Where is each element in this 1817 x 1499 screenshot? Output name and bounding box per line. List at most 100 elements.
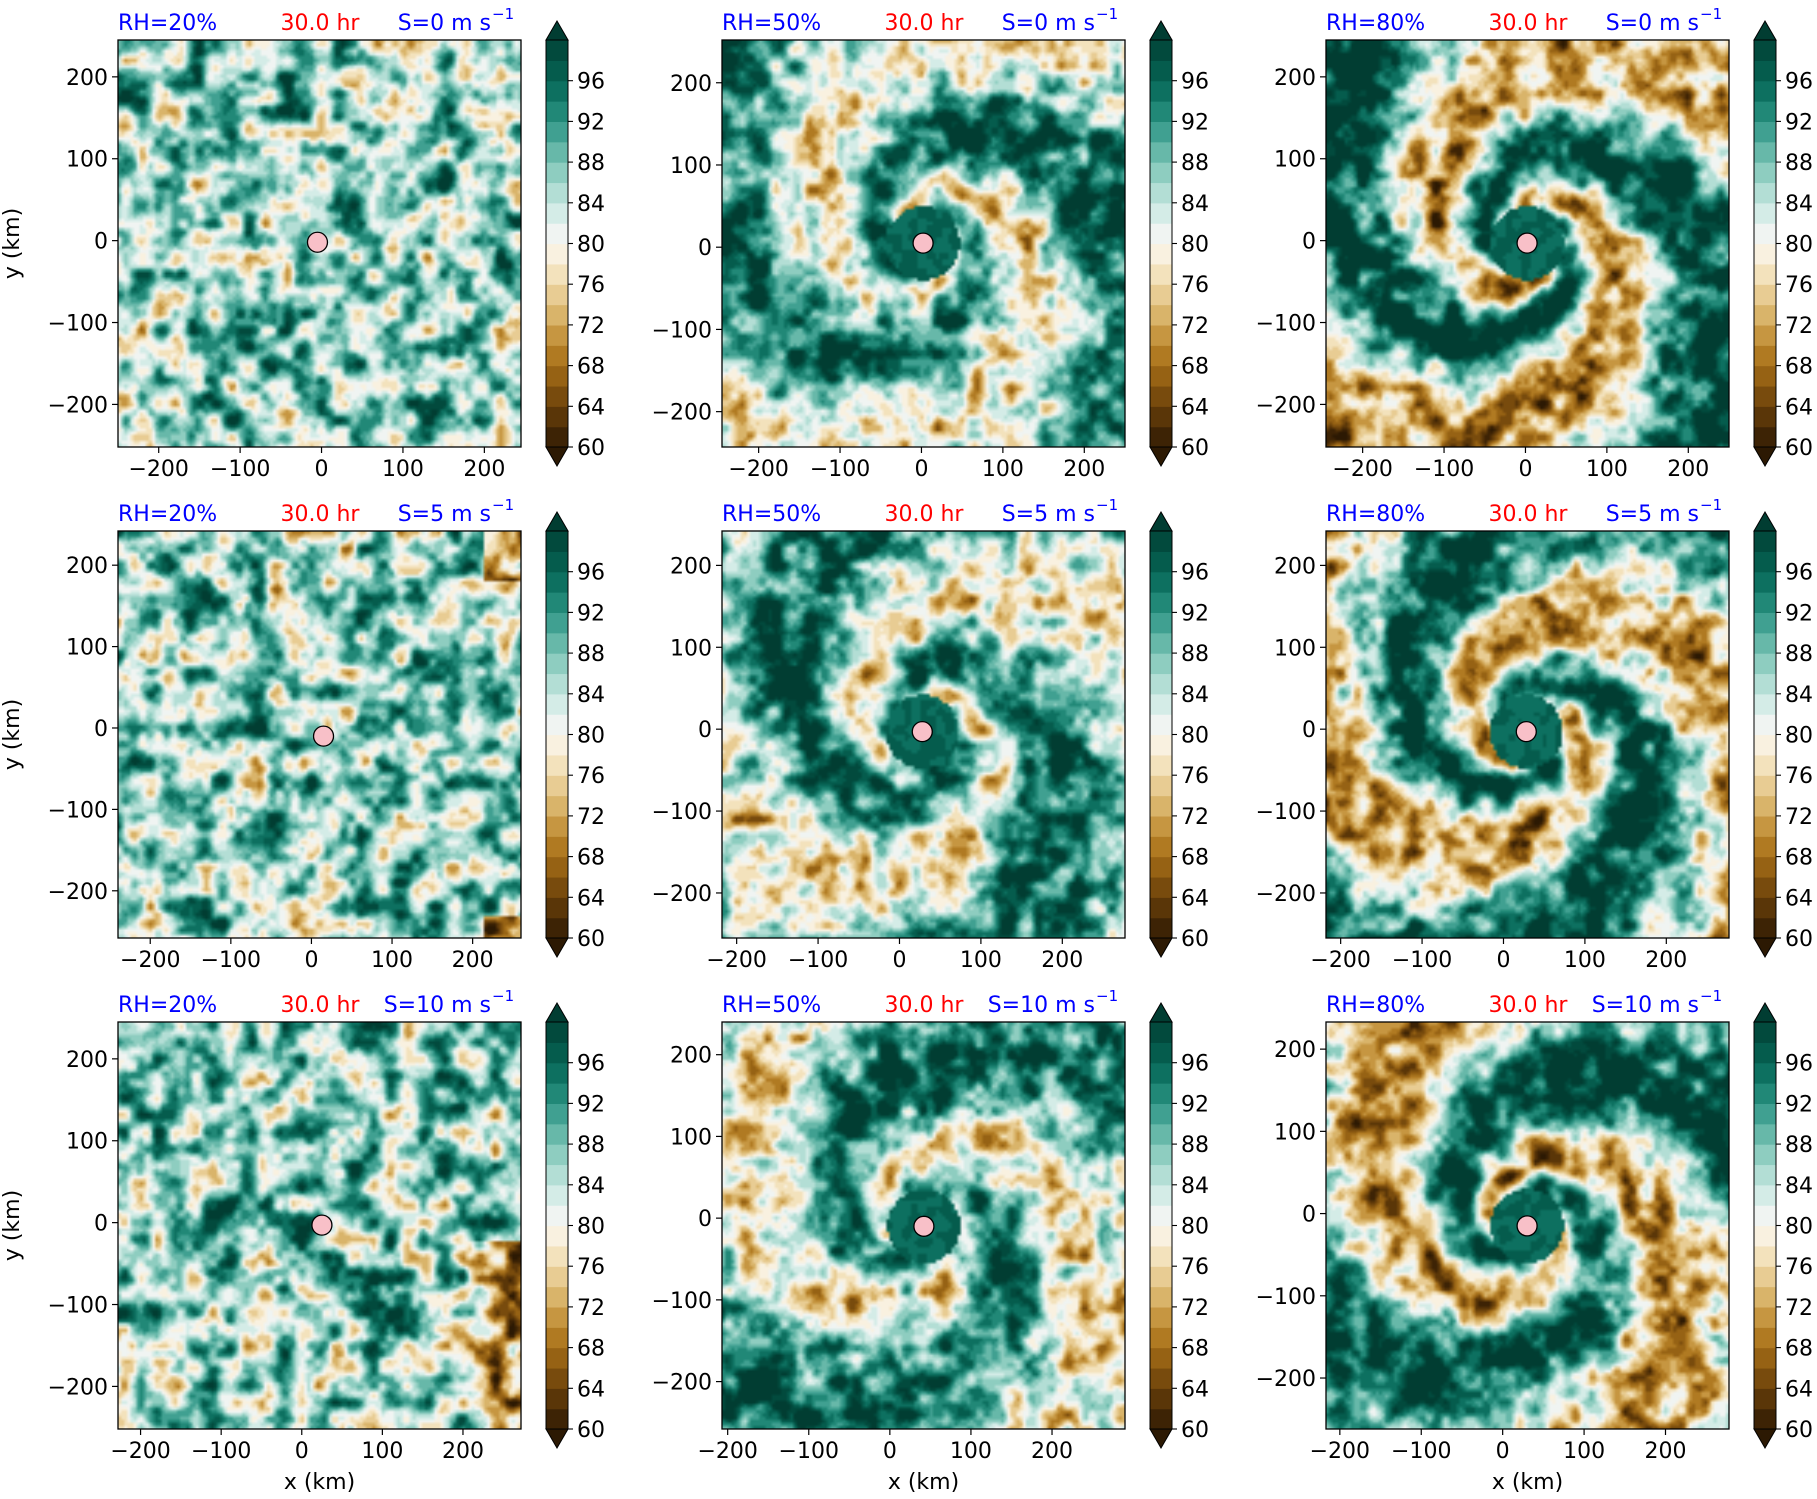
colorbar-segment: [1754, 836, 1776, 858]
colorbar-tick-label: 96: [1181, 1052, 1209, 1077]
colorbar: 60 64 68 72 76 80 84 88 92 96: [545, 511, 605, 958]
colorbar-tick-label: 80: [1785, 724, 1813, 749]
colorbar-segment: [1150, 1225, 1172, 1247]
colorbar-tick-label: 92: [577, 601, 605, 626]
colorbar-extend-min: [1753, 1428, 1777, 1449]
colorbar-tick-label: 72: [1181, 805, 1209, 830]
colorbar-segment: [1150, 365, 1172, 387]
colorbar-segment: [1150, 1286, 1172, 1308]
colorbar-segment: [1754, 917, 1776, 939]
x-tick-label: 0: [1518, 457, 1532, 482]
colorbar-segment: [546, 775, 568, 797]
colorbar-tick-label: 68: [577, 846, 605, 871]
colorbar-tick-label: 76: [1181, 273, 1209, 298]
y-tick-label: 100: [1274, 148, 1316, 173]
rh-label: RH=50%: [722, 11, 821, 36]
colorbar-segment: [1150, 60, 1172, 82]
colorbar-segment: [1150, 632, 1172, 654]
colorbar-tick-label: 88: [1181, 151, 1209, 176]
colorbar-extend-max: [1149, 511, 1173, 532]
colorbar-segment: [1150, 551, 1172, 573]
colorbar-segment: [1150, 673, 1172, 695]
storm-center-marker: [1516, 1215, 1538, 1237]
colorbar-tick-label: 60: [577, 436, 605, 461]
colorbar-extend-max: [545, 20, 569, 41]
y-axis-label: y (km): [0, 699, 25, 770]
panel-8: −200 −100 0 100 200 −200 −100 0 100 200 x (km) RH=5…: [652, 987, 1209, 1495]
y-tick-label: 0: [1302, 1203, 1316, 1228]
colorbar-extend-max: [1149, 1002, 1173, 1023]
colorbar-tick-label: 84: [577, 192, 605, 217]
colorbar-segment: [546, 60, 568, 82]
colorbar-extend-max: [1149, 20, 1173, 41]
colorbar-segment: [1754, 101, 1776, 122]
colorbar-tick-label: 80: [1181, 1215, 1209, 1240]
y-tick-label: 100: [670, 636, 712, 661]
colorbar-segment: [1754, 795, 1776, 817]
colorbar-tick-label: 88: [1181, 1133, 1209, 1158]
colorbar-segment: [1754, 162, 1776, 184]
shear-unit-exponent: −1: [1700, 496, 1722, 514]
shear-label: S=0 m s: [1002, 11, 1095, 36]
x-tick-label: −200: [110, 1439, 170, 1464]
y-tick-label: −200: [652, 401, 712, 426]
colorbar-segment: [1754, 714, 1776, 736]
colorbar-segment: [546, 141, 568, 163]
colorbar-segment: [1754, 1388, 1776, 1410]
colorbar-segment: [1754, 243, 1776, 265]
x-tick-label: 200: [1063, 457, 1105, 482]
y-tick-label: 100: [66, 1130, 108, 1155]
x-tick-label: 0: [914, 457, 928, 482]
colorbar-tick-label: 60: [1785, 927, 1813, 952]
x-tick-label: 0: [892, 948, 906, 973]
colorbar-tick-label: 84: [1181, 1174, 1209, 1199]
colorbar-segment: [546, 40, 568, 61]
colorbar-segment: [1754, 693, 1776, 715]
colorbar-segment: [546, 836, 568, 858]
y-tick-label: 0: [698, 236, 712, 261]
y-tick-label: −100: [652, 318, 712, 343]
axes-frame: [117, 530, 522, 939]
colorbar-segment: [546, 284, 568, 306]
colorbar-segment: [546, 1144, 568, 1166]
colorbar-segment: [1150, 1083, 1172, 1104]
y-tick-label: 0: [94, 1212, 108, 1237]
y-tick-label: −100: [1256, 312, 1316, 337]
y-tick-label: 100: [66, 636, 108, 661]
colorbar-tick-label: 76: [1181, 1255, 1209, 1280]
colorbar-tick-label: 72: [1785, 314, 1813, 339]
colorbar-segment: [1150, 284, 1172, 306]
colorbar-segment: [1150, 1388, 1172, 1410]
shear-unit-exponent: −1: [1096, 496, 1118, 514]
x-tick-label: −200: [128, 457, 188, 482]
colorbar-segment: [546, 385, 568, 407]
colorbar-segment: [1150, 1408, 1172, 1430]
rh-label: RH=50%: [722, 993, 821, 1018]
colorbar-segment: [1754, 632, 1776, 654]
colorbar-tick-label: 76: [1785, 1255, 1813, 1280]
y-tick-label: 0: [698, 1207, 712, 1232]
colorbar-segment: [546, 1123, 568, 1145]
colorbar-segment: [1754, 1408, 1776, 1430]
colorbar: 60 64 68 72 76 80 84 88 92 96: [545, 20, 605, 467]
storm-center-marker: [912, 232, 934, 254]
colorbar-segment: [1150, 917, 1172, 939]
colorbar-tick-label: 84: [1181, 683, 1209, 708]
colorbar-extend-min: [1753, 937, 1777, 958]
colorbar-segment: [546, 223, 568, 245]
rh-label: RH=20%: [118, 993, 217, 1018]
colorbar-segment: [546, 673, 568, 695]
colorbar-tick-label: 88: [1181, 642, 1209, 667]
colorbar-tick-label: 96: [577, 70, 605, 95]
y-tick-label: −100: [48, 798, 108, 823]
colorbar-segment: [1150, 141, 1172, 163]
colorbar-segment: [1150, 836, 1172, 858]
colorbar-extend-min: [1753, 446, 1777, 467]
time-label: 30.0 hr: [1489, 993, 1569, 1018]
colorbar-segment: [1150, 1347, 1172, 1369]
colorbar-tick-label: 96: [577, 1052, 605, 1077]
colorbar-segment: [546, 80, 568, 102]
shear-label: S=5 m s: [398, 502, 491, 527]
colorbar-tick-label: 68: [1785, 846, 1813, 871]
